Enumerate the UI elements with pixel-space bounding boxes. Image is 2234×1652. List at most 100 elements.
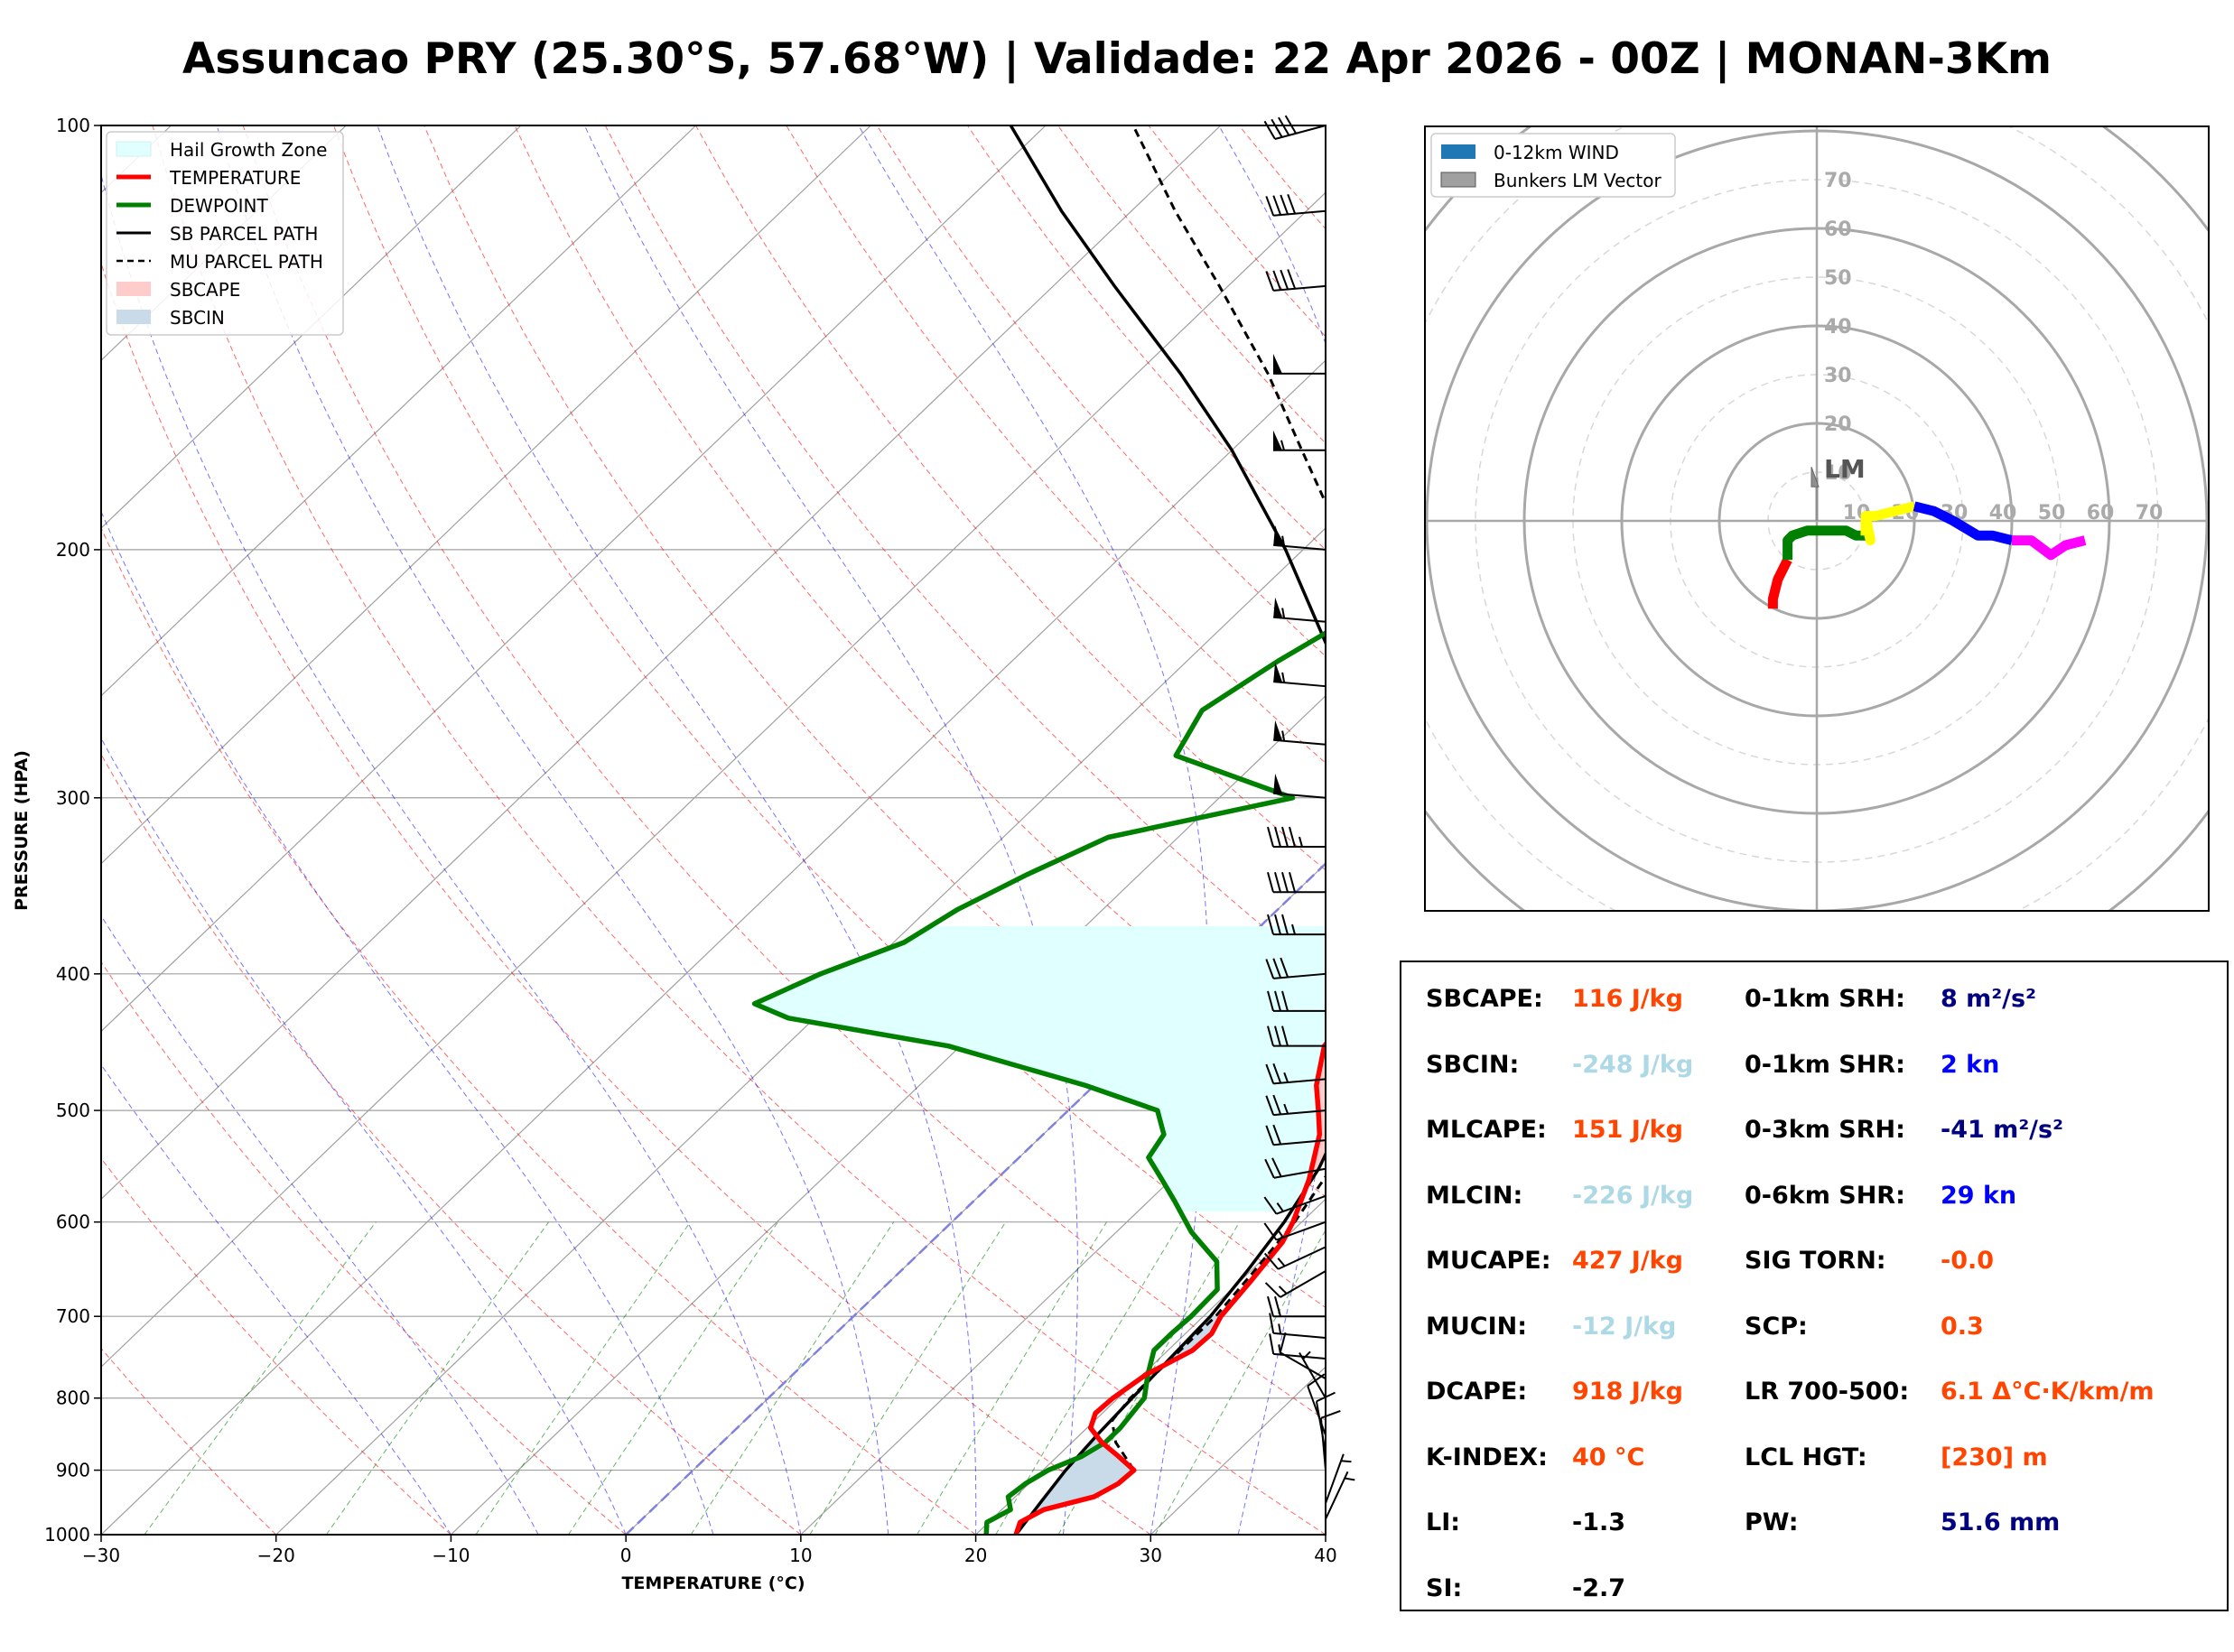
wind-barb-full: [1280, 194, 1289, 215]
isotherm-line: [975, 1198, 1326, 1535]
hodograph-legend: 0-12km WIND Bunkers LM Vector: [1430, 133, 1676, 198]
wind-barb: [1267, 826, 1326, 849]
hodograph-frame: [1424, 125, 2210, 912]
left-param-value: -248 J/kg: [1572, 1050, 1694, 1079]
wind-barb-flag: [1273, 353, 1282, 374]
moist-adiabat: [101, 1063, 451, 1535]
legend-sbcape-label: SBCAPE: [170, 279, 240, 301]
left-param-value: -1.3: [1572, 1508, 1626, 1536]
right-param-value: [230] m: [1941, 1443, 2048, 1471]
wind-barb-full: [1267, 990, 1274, 1012]
wind-barb-full: [1274, 990, 1281, 1012]
right-param-value: 8 m²/s²: [1941, 985, 2036, 1013]
legend-lm-swatch: [1440, 172, 1476, 188]
isotherm-line: [800, 1030, 1326, 1535]
mixing-ratio-line: [690, 1221, 895, 1535]
y-tick-label: 900: [56, 1460, 90, 1481]
wind-barb-shaft: [1278, 1246, 1326, 1270]
right-param-label: PW:: [1745, 1508, 1799, 1536]
left-param-value: 427 J/kg: [1572, 1247, 1683, 1275]
wind-barb-shaft: [1276, 1194, 1326, 1215]
wind-barb-full: [1274, 1026, 1281, 1046]
dry-adiabat: [695, 125, 1326, 871]
wind-barb-full: [1265, 1125, 1275, 1146]
y-tick-label: 400: [56, 963, 90, 985]
parameters-panel: SBCAPE: 116 J/kg SBCIN: -248 J/kg MLCAPE: 151…: [1400, 961, 2229, 1611]
wind-barb-shaft: [1280, 1351, 1326, 1380]
wind-barb-full: [1272, 195, 1282, 216]
mixing-ratio-line: [809, 1221, 1007, 1535]
wind-barb-shaft: [1273, 1078, 1326, 1085]
wind-barb-full: [1269, 1333, 1275, 1355]
wind-barb-full: [1267, 826, 1274, 848]
left-param-label: SI:: [1426, 1573, 1463, 1602]
left-param-value: 116 J/kg: [1572, 985, 1683, 1013]
hodograph-ring-label: 40: [1989, 502, 2017, 524]
skewt-frame: [100, 125, 1326, 1536]
wind-barb-full: [1281, 914, 1289, 935]
wind-barb: [1267, 1026, 1326, 1047]
x-tick-label: −30: [82, 1545, 120, 1566]
wind-barb-full: [1267, 1295, 1274, 1317]
y-tick-label: 500: [56, 1100, 90, 1121]
wind-barb-full: [1269, 1313, 1275, 1334]
wind-barb-full: [1267, 872, 1274, 893]
isotherm-line: [625, 862, 1326, 1535]
left-param-label: SBCAPE:: [1426, 985, 1543, 1013]
wind-barb-half: [1299, 836, 1303, 848]
skewt-x-axis-label: TEMPERATURE (°C): [621, 1573, 805, 1593]
wind-barb-full: [1272, 1063, 1282, 1084]
isotherm-line: [101, 125, 1222, 1201]
wind-barb-full: [1265, 1063, 1275, 1084]
left-param-value: -226 J/kg: [1572, 1181, 1694, 1210]
page-title: Assuncao PRY (25.30°S, 57.68°W) | Valida…: [182, 34, 2052, 84]
right-param-value: 6.1 Δ°C·K/km/m: [1941, 1378, 2155, 1406]
wind-barb-full: [1274, 826, 1281, 848]
legend-lm-label: Bunkers LM Vector: [1494, 170, 1662, 191]
wind-barb: [1263, 1246, 1326, 1270]
hodograph-ring-label: 40: [1824, 316, 1852, 339]
hodograph-segment: [1860, 501, 1916, 546]
dry-adiabat: [101, 262, 1151, 1535]
legend-wind-swatch: [1441, 144, 1475, 159]
wind-barb-full: [1265, 271, 1275, 292]
mixing-ratio-line: [325, 1221, 550, 1535]
wind-barb-full: [1320, 1409, 1341, 1419]
wind-barb: [1264, 1157, 1326, 1179]
legend-sbcin-swatch: [116, 310, 151, 324]
wind-barb: [1263, 115, 1326, 140]
wind-barb-half: [1281, 672, 1286, 683]
right-param-value: 51.6 mm: [1941, 1508, 2061, 1536]
wind-barb-half: [1341, 1460, 1352, 1463]
dry-adiabat: [152, 125, 1326, 1535]
wind-barb-half: [1280, 440, 1285, 450]
left-param-label: MLCIN:: [1426, 1181, 1523, 1210]
y-tick-label: 600: [56, 1211, 90, 1233]
wind-barb-shaft: [1273, 284, 1326, 292]
wind-barb: [1273, 430, 1326, 451]
moist-adiabat: [583, 125, 1078, 1535]
wind-barb: [1325, 1453, 1352, 1504]
wind-barb: [1273, 524, 1326, 551]
wind-barb: [1265, 193, 1326, 217]
legend-temperature-label: TEMPERATURE: [169, 167, 301, 189]
wind-barb-full: [1265, 1095, 1275, 1116]
wind-barb-full: [1274, 914, 1281, 935]
moist-adiabat: [377, 125, 977, 1535]
hodograph-segment: [2012, 535, 2087, 561]
wind-barb-full: [1284, 115, 1298, 135]
wind-barb-shaft: [1325, 1453, 1345, 1504]
wind-barb-half: [1281, 730, 1286, 741]
wind-barb-half: [1283, 1072, 1289, 1083]
dry-adiabat: [101, 1157, 451, 1535]
wind-barb-full: [1265, 196, 1275, 217]
left-param-label: DCAPE:: [1426, 1378, 1528, 1406]
wind-barb: [1267, 872, 1326, 894]
moist-adiabat: [858, 125, 1209, 1535]
wind-barb-flag: [1273, 773, 1283, 794]
wind-barb: [1267, 914, 1326, 936]
wind-barb-shaft: [1273, 1109, 1326, 1117]
legend-sb-parcel-label: SB PARCEL PATH: [170, 223, 318, 245]
wind-barb-full: [1272, 958, 1282, 979]
